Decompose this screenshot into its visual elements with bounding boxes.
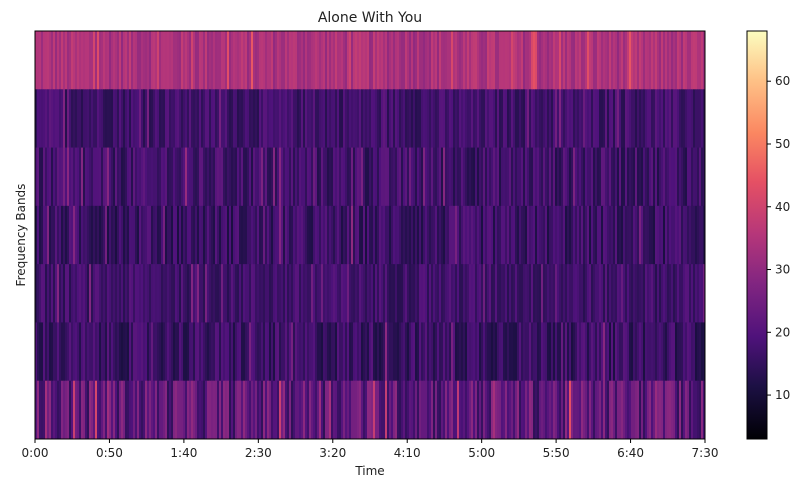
x-tick-label: 1:40 [170, 446, 197, 460]
chart-title: Alone With You [318, 10, 422, 26]
colorbar-ticks: 10 20 30 40 50 60 [767, 74, 790, 402]
x-tick-label: 5:50 [543, 446, 570, 460]
frequency-band-3 [35, 147, 706, 207]
colorbar-tick-label: 50 [775, 137, 790, 151]
colorbar-tick-label: 40 [775, 200, 790, 214]
colorbar-tick-label: 20 [775, 325, 790, 339]
colorbar-tick-label: 30 [775, 263, 790, 277]
frequency-band-6 [35, 322, 706, 382]
x-tick-label: 2:30 [245, 446, 272, 460]
frequency-band-7 [35, 380, 706, 440]
frequency-band-5 [35, 264, 706, 323]
frequency-band-4 [35, 205, 706, 265]
x-axis-label: Time [354, 464, 384, 478]
frequency-band-2 [35, 89, 706, 148]
x-tick-label: 0:00 [22, 446, 49, 460]
x-axis-ticks: 0:00 0:50 1:40 2:30 3:20 4:10 5:00 5:50 6:40 7:30 [22, 439, 719, 460]
heatmap-cells [35, 31, 706, 440]
x-tick-label: 0:50 [96, 446, 123, 460]
x-tick-label: 5:00 [468, 446, 495, 460]
x-tick-label: 4:10 [394, 446, 421, 460]
x-tick-label: 3:20 [319, 446, 346, 460]
frequency-band-1 [35, 31, 706, 90]
x-tick-label: 7:30 [692, 446, 719, 460]
plot-frame [34, 30, 706, 440]
colorbar [746, 30, 768, 440]
x-tick-label: 6:40 [617, 446, 644, 460]
colorbar-tick-label: 10 [775, 388, 790, 402]
y-axis-label: Frequency Bands [14, 184, 28, 287]
colorbar-tick-label: 60 [775, 74, 790, 88]
